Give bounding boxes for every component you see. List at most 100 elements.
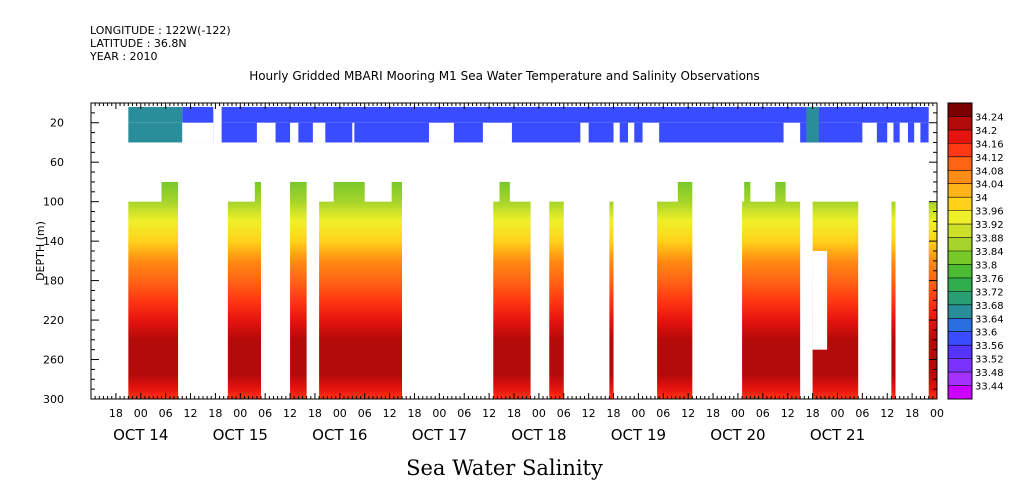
colorbar-label: 33.52 — [975, 355, 1004, 366]
colorbar-label: 34.2 — [975, 126, 997, 137]
colorbar-swatch — [948, 197, 972, 211]
colorbar-swatch — [948, 304, 972, 319]
deep-gap — [812, 251, 828, 350]
colorbar-swatch — [948, 345, 972, 359]
x-day-label: OCT 21 — [810, 426, 865, 444]
deep-cell-bump — [391, 181, 403, 203]
colorbar-label: 34.04 — [975, 180, 1004, 191]
colorbar-label: 33.76 — [975, 274, 1004, 285]
deep-cell-bump — [254, 181, 262, 203]
x-tick-label: 12 — [482, 407, 496, 420]
colorbar-swatch — [948, 103, 972, 117]
x-axis: 18 00 06 12 18 00 06 12 18 00 06 12 18 00 06 12 18 00 06 12… — [90, 103, 944, 444]
y-tick-label: 300 — [43, 393, 64, 406]
colorbar-swatch — [948, 224, 972, 238]
x-tick-label: 18 — [706, 407, 720, 420]
deep-cell — [493, 201, 531, 399]
plot-cells — [128, 106, 937, 399]
surface-cell-deep — [221, 122, 929, 143]
colorbar-swatch — [948, 264, 972, 278]
colorbar-label: 33.44 — [975, 382, 1004, 393]
x-day-label: OCT 20 — [710, 426, 765, 444]
colorbar-swatch — [948, 358, 972, 373]
colorbar-swatch — [948, 143, 972, 157]
x-tick-label: 00 — [333, 407, 347, 420]
x-tick-label: 18 — [507, 407, 521, 420]
x-axis-title: Sea Water Salinity — [406, 456, 603, 480]
deep-cell — [657, 201, 693, 399]
x-tick-label: 06 — [258, 407, 272, 420]
x-tick-label: 12 — [582, 407, 596, 420]
colorbar-swatch — [948, 237, 972, 251]
y-tick-label: 60 — [50, 156, 64, 169]
colorbar-label: 33.72 — [975, 287, 1004, 298]
deep-cell-bump — [499, 181, 510, 203]
surface-gap — [580, 122, 589, 143]
colorbar-swatch — [948, 372, 972, 386]
x-tick-label: 06 — [457, 407, 471, 420]
deep-cell-bump — [333, 181, 365, 203]
x-tick-label: 12 — [781, 407, 795, 420]
colorbar-swatch — [948, 183, 972, 198]
surface-gap — [928, 122, 937, 143]
x-tick-label: 00 — [930, 407, 944, 420]
x-tick-label: 06 — [656, 407, 670, 420]
y-tick-label: 20 — [50, 117, 64, 130]
colorbar-label: 33.84 — [975, 247, 1004, 258]
surface-gap — [182, 122, 214, 143]
y-tick-label: 100 — [43, 196, 64, 209]
colorbar-label: 33.96 — [975, 207, 1004, 218]
colorbar-swatch — [948, 116, 972, 130]
colorbar-swatch — [948, 331, 972, 346]
surface-gap — [887, 122, 894, 143]
x-tick-label: 18 — [607, 407, 621, 420]
x-tick-label: 00 — [233, 407, 247, 420]
x-day-label: OCT 18 — [511, 426, 566, 444]
x-tick-label: 06 — [756, 407, 770, 420]
longitude-label: LONGITUDE : 122W(-122) — [90, 24, 231, 37]
surface-gap — [862, 122, 877, 143]
surface-gap — [428, 122, 454, 143]
x-tick-label: 06 — [557, 407, 571, 420]
year-label: YEAR : 2010 — [90, 50, 158, 63]
surface-cell — [182, 106, 214, 123]
colorbar-label: 33.68 — [975, 301, 1004, 312]
x-tick-label: 06 — [358, 407, 372, 420]
deep-cell — [290, 181, 307, 399]
colorbar: 34.24 34.2 34.16 34.12 34.08 34.04 34 33.96 33.9… — [947, 102, 1004, 400]
surface-gap — [352, 122, 355, 143]
colorbar-swatch — [948, 156, 972, 171]
y-tick-label: 260 — [43, 354, 64, 367]
surface-gap — [482, 122, 512, 143]
x-day-label: OCT 19 — [611, 426, 666, 444]
surface-cell — [128, 106, 183, 123]
x-tick-label: 18 — [806, 407, 820, 420]
surface-gap — [290, 122, 299, 143]
x-tick-label: 00 — [134, 407, 148, 420]
deep-cell — [319, 201, 403, 399]
deep-cell — [928, 201, 937, 399]
colorbar-swatch — [948, 385, 972, 399]
colorbar-label: 34.08 — [975, 166, 1004, 177]
x-tick-label: 00 — [830, 407, 844, 420]
colorbar-swatch — [948, 210, 972, 225]
surface-gap — [312, 122, 326, 143]
deep-cell-bump — [161, 181, 179, 203]
x-tick-label: 00 — [631, 407, 645, 420]
surface-gap — [256, 122, 276, 143]
x-tick-label: 12 — [184, 407, 198, 420]
colorbar-label: 34 — [975, 193, 988, 204]
x-tick-label: 00 — [532, 407, 546, 420]
x-day-label: OCT 15 — [213, 426, 268, 444]
deep-cell — [891, 201, 896, 399]
x-day-label: OCT 17 — [412, 426, 467, 444]
deep-cell — [742, 201, 801, 399]
deep-cell — [609, 201, 614, 399]
y-axis-label: DEPTH (m) — [34, 221, 47, 281]
deep-cell-bump — [677, 181, 693, 203]
colorbar-swatch — [948, 318, 972, 332]
x-day-label: OCT 16 — [312, 426, 367, 444]
surface-gap — [613, 122, 620, 143]
x-tick-label: 06 — [855, 407, 869, 420]
